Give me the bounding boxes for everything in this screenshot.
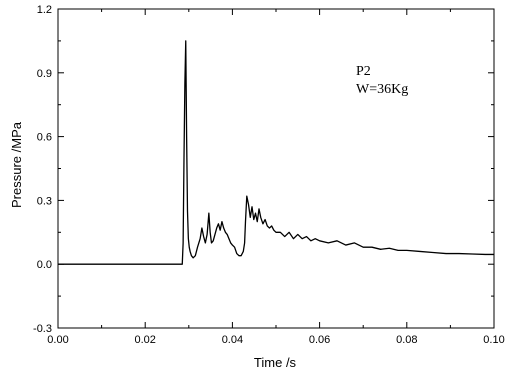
tick-labels: 0.00 0.02 0.04 0.06 0.08 0.10 -0.3 0.0 0.3 0.6 0.9… — [33, 4, 505, 346]
x-axis-label: Time /s — [254, 355, 297, 370]
x-tick-label: 0.00 — [47, 334, 68, 346]
x-tick-label: 0.08 — [396, 334, 417, 346]
series-line-0 — [58, 40, 494, 265]
x-tick-label: 0.02 — [134, 334, 155, 346]
x-tick-label: 0.04 — [222, 334, 243, 346]
y-tick-label: 0.3 — [37, 195, 52, 207]
y-tick-label: 0.0 — [37, 259, 52, 271]
y-axis-label: Pressure /MPa — [9, 121, 24, 208]
x-tick-label: 0.06 — [309, 334, 330, 346]
ticks — [57, 8, 495, 329]
y-tick-label: 0.9 — [37, 68, 52, 80]
axes — [57, 8, 495, 329]
y-tick-label: 0.6 — [37, 132, 52, 144]
x-tick-label: 0.10 — [483, 334, 504, 346]
annotation-charge-weight: W=36Kg — [356, 82, 408, 97]
series-lines — [58, 40, 494, 265]
annotation-probe-label: P2 — [356, 64, 371, 79]
y-tick-label: 1.2 — [37, 4, 52, 16]
plot-frame — [57, 8, 495, 329]
y-tick-label: -0.3 — [33, 323, 52, 335]
